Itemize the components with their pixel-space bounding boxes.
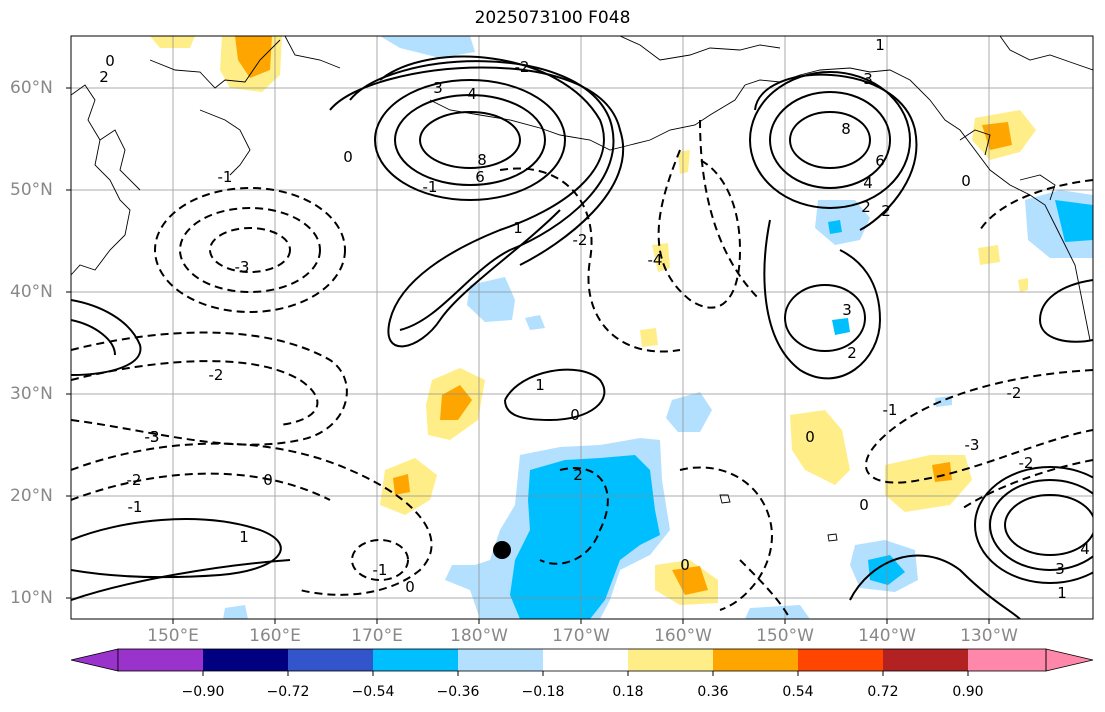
contour-label: -2	[515, 58, 530, 76]
lon-label-170e: 170°E	[351, 626, 403, 646]
colorbar-segment	[713, 649, 798, 671]
colorbar-tick-label: −0.18	[521, 684, 565, 700]
colorbar-tick-label: −0.36	[436, 684, 480, 700]
contour-label: -2	[1007, 384, 1022, 402]
axis-ticks	[66, 87, 990, 624]
contour-label: -3	[965, 436, 980, 454]
contour-label: 3	[863, 70, 873, 88]
contour-label: 4	[467, 85, 477, 103]
positive-contours	[71, 55, 1093, 619]
lon-label-170w: 170°W	[552, 626, 610, 646]
colorbar-max-extend	[1045, 648, 1094, 672]
storm-position-marker	[493, 541, 511, 559]
colorbar-segment	[883, 649, 968, 671]
lat-label-40n: 40°N	[10, 282, 53, 302]
contour-label: 1	[1057, 584, 1067, 602]
negative-contours	[71, 119, 1093, 619]
contour-label: 0	[570, 406, 580, 424]
colorbar-tick-label: 0.72	[867, 684, 899, 700]
contour-label: 4	[1080, 540, 1090, 558]
positive-anomaly-shading	[150, 36, 1036, 605]
map-title: 2025073100 F048	[474, 8, 631, 28]
contour-label: -1	[373, 561, 388, 579]
lon-label-160w: 160°W	[654, 626, 712, 646]
contour-label: -1	[218, 168, 233, 186]
contour-label: 6	[475, 168, 485, 186]
coastlines	[71, 36, 1093, 542]
colorbar-segment	[203, 649, 288, 671]
contour-label: 0	[405, 578, 415, 596]
lon-label-180w: 180°W	[450, 626, 508, 646]
contour-label: -3	[145, 428, 160, 446]
contour-label: -1	[883, 401, 898, 419]
lat-label-60n: 60°N	[10, 78, 53, 98]
contour-label: -4	[648, 251, 663, 269]
contour-label: 0	[680, 556, 690, 574]
contour-label: 0	[859, 496, 869, 514]
contour-label: 0	[263, 471, 273, 489]
contour-label: -1	[423, 178, 438, 196]
colorbar-tick-label: −0.90	[181, 684, 225, 700]
colorbar-segment	[798, 649, 883, 671]
contour-label: 3	[842, 301, 852, 319]
colorbar-segment	[543, 649, 628, 671]
colorbar-tick-label: −0.54	[351, 684, 395, 700]
contour-label: 0	[343, 148, 353, 166]
lat-label-50n: 50°N	[10, 180, 53, 200]
contour-labels: 0 2 3 4 8 6 1 -1 -2 -3 -4 0 3 8 6 4 2 2 …	[99, 36, 1090, 602]
contour-label: 0	[105, 52, 115, 70]
contour-label: -2	[573, 231, 588, 249]
contour-label: 8	[477, 151, 487, 169]
colorbar-segment	[458, 649, 543, 671]
colorbar	[70, 648, 1094, 676]
colorbar-segment	[373, 649, 458, 671]
contour-label: -2	[1019, 454, 1034, 472]
lat-label-20n: 20°N	[10, 486, 53, 506]
contour-label: 6	[875, 152, 885, 170]
colorbar-tick-label: 0.90	[952, 684, 984, 700]
lon-label-160e: 160°E	[249, 626, 301, 646]
contour-label: -1	[128, 498, 143, 516]
lon-label-150e: 150°E	[147, 626, 199, 646]
lon-label-140w: 140°W	[858, 626, 916, 646]
colorbar-tick-label: 0.18	[612, 684, 644, 700]
colorbar-min-extend	[70, 648, 119, 672]
contour-label: 2	[861, 198, 871, 216]
contour-label: 1	[875, 36, 885, 54]
contour-label: 3	[1055, 560, 1065, 578]
colorbar-tick-label: −0.72	[266, 684, 310, 700]
contour-label: 2	[881, 202, 891, 220]
contour-label: -2	[209, 366, 224, 384]
contour-label: 2	[847, 344, 857, 362]
lon-label-150w: 150°W	[756, 626, 814, 646]
contour-label: 1	[513, 219, 523, 237]
lat-label-30n: 30°N	[10, 384, 53, 404]
lat-label-10n: 10°N	[10, 588, 53, 608]
colorbar-segment	[968, 649, 1046, 671]
contour-label: -2	[127, 471, 142, 489]
contour-label: 8	[841, 120, 851, 138]
colorbar-tick-label: 0.54	[782, 684, 814, 700]
colorbar-segment	[118, 649, 203, 671]
contour-label: 0	[961, 172, 971, 190]
contour-label: -3	[235, 258, 250, 276]
contour-label: -3	[145, 428, 160, 446]
contour-label: 0	[805, 428, 815, 446]
lon-label-130w: 130°W	[960, 626, 1018, 646]
colorbar-segment	[288, 649, 373, 671]
contour-label: 1	[239, 528, 249, 546]
contour-label: 4	[863, 174, 873, 192]
contour-label: 1	[535, 376, 545, 394]
contour-label: 2	[573, 466, 583, 484]
colorbar-tick-label: 0.36	[697, 684, 729, 700]
contour-label: 3	[433, 79, 443, 97]
map-frame	[70, 35, 1094, 620]
colorbar-segment	[628, 649, 713, 671]
contour-label: 2	[99, 68, 109, 86]
